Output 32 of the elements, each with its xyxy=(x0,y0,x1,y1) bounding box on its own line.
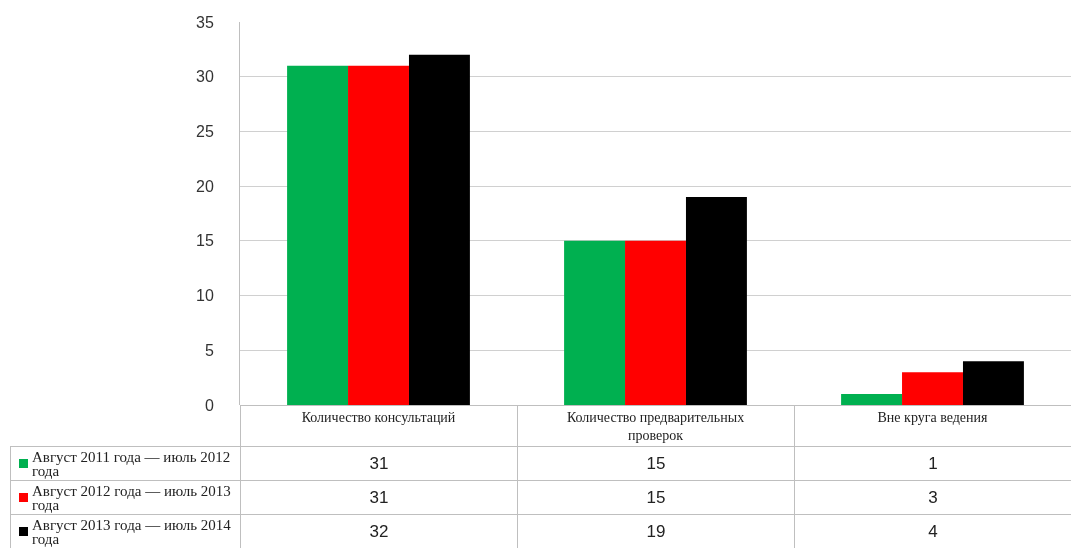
bar xyxy=(902,372,963,405)
x-tick-label: Количество консультаций xyxy=(301,410,456,425)
legend-label: Август 2012 года — июль 2013 года xyxy=(32,482,232,513)
bar xyxy=(625,240,686,405)
x-tick-label: Количество предварительных проверок xyxy=(566,410,745,444)
y-tick-label: 15 xyxy=(196,232,214,250)
bar xyxy=(287,65,349,405)
x-tick-label: Вне круга ведения xyxy=(877,410,989,425)
y-tick-label: 35 xyxy=(196,13,214,31)
data-label: 15 xyxy=(517,480,795,515)
bar xyxy=(841,394,903,405)
y-tick-label: 30 xyxy=(196,68,214,86)
y-tick-label: 0 xyxy=(204,396,214,414)
bar xyxy=(564,240,626,405)
y-tick-label: 5 xyxy=(204,341,214,359)
data-label: 4 xyxy=(794,514,1071,548)
data-label: 19 xyxy=(517,514,795,548)
data-label: 3 xyxy=(794,480,1071,515)
bar xyxy=(685,197,747,405)
data-label: 31 xyxy=(240,446,518,481)
y-tick-label: 10 xyxy=(196,287,214,305)
bar xyxy=(962,361,1024,405)
data-label: 31 xyxy=(240,480,518,515)
y-tick-label: 20 xyxy=(196,177,214,195)
data-label: 32 xyxy=(240,514,518,548)
bar xyxy=(408,54,470,405)
legend-label: Август 2013 года — июль 2014 года xyxy=(32,516,232,547)
data-label: 1 xyxy=(794,446,1071,481)
bar xyxy=(348,65,409,405)
y-tick-label: 25 xyxy=(196,123,214,141)
data-label: 15 xyxy=(517,446,795,481)
legend-label: Август 2011 года — июль 2012 года xyxy=(32,448,232,479)
